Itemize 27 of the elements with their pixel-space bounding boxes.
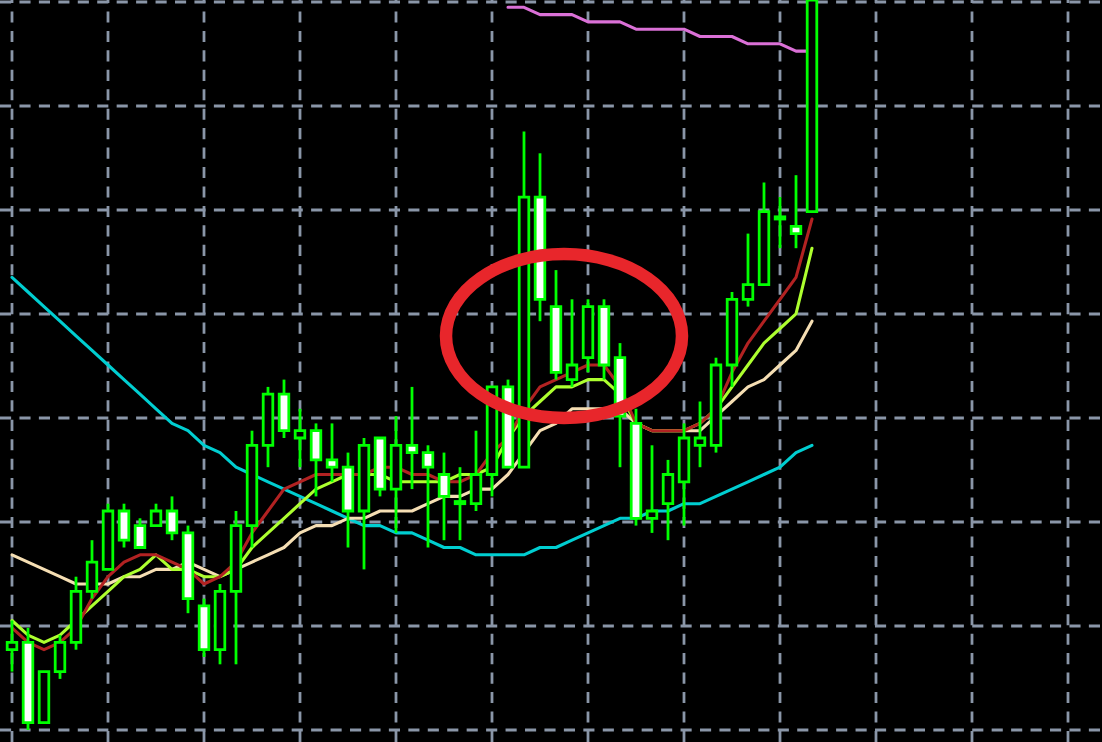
candlestick <box>53 633 67 681</box>
candlestick <box>645 443 659 535</box>
candlestick <box>469 429 483 513</box>
candlestick <box>341 451 355 549</box>
candlestick <box>149 502 163 527</box>
candlestick <box>405 385 419 491</box>
candlestick <box>389 414 403 535</box>
candlestick <box>437 451 451 542</box>
candlestick <box>277 378 291 440</box>
candlestick <box>789 173 803 250</box>
candlestick <box>197 597 211 659</box>
candlestick <box>773 195 787 250</box>
candlestick <box>5 619 19 673</box>
candlestick <box>165 495 179 542</box>
candlestick <box>661 458 675 542</box>
candlestick <box>693 400 707 469</box>
candlestick <box>85 538 99 600</box>
candlestick <box>677 422 691 527</box>
candlestick <box>117 502 131 549</box>
candlestick <box>565 297 579 389</box>
candlestick <box>293 407 307 469</box>
candlestick <box>453 465 467 542</box>
candlestick <box>421 443 435 549</box>
candlestick <box>133 516 147 549</box>
candlestick <box>325 422 339 484</box>
candlestick <box>741 232 755 308</box>
candlestick <box>309 422 323 498</box>
